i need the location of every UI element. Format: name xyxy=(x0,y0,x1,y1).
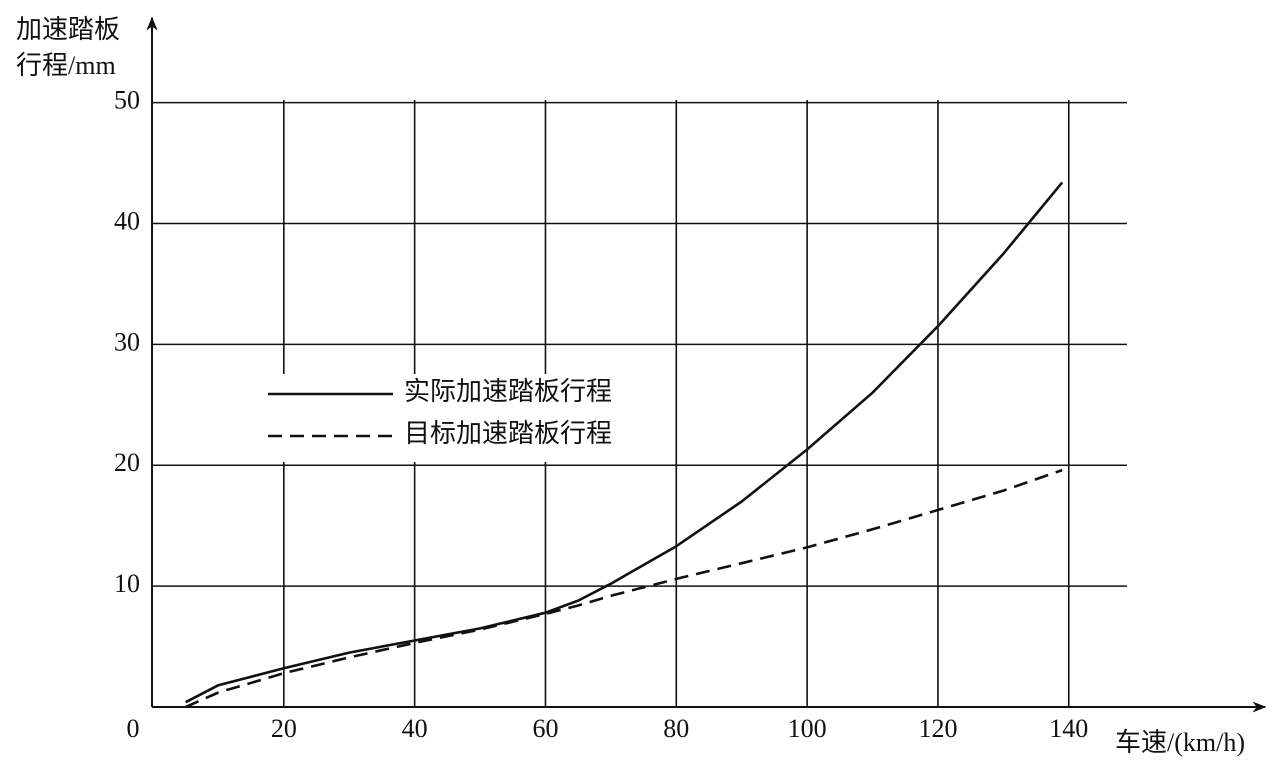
x-axis-label: 车速/(km/h) xyxy=(1115,728,1245,757)
x-tick-label: 140 xyxy=(1049,714,1088,743)
y-tick-label: 20 xyxy=(114,448,140,477)
legend-label: 实际加速踏板行程 xyxy=(404,377,612,406)
x-tick-label: 60 xyxy=(532,714,558,743)
x-tick-label: 100 xyxy=(788,714,827,743)
x-tick-label: 0 xyxy=(127,714,140,743)
plot xyxy=(185,181,1064,709)
series-line xyxy=(185,181,1064,704)
x-tick-label: 40 xyxy=(402,714,428,743)
y-tick-label: 30 xyxy=(114,327,140,356)
y-axis-label: 行程/mm xyxy=(16,51,116,80)
x-tick-label: 120 xyxy=(918,714,957,743)
y-axis-label: 加速踏板 xyxy=(16,15,120,44)
x-tick-label: 20 xyxy=(271,714,297,743)
legend-label: 目标加速踏板行程 xyxy=(404,419,612,448)
y-tick-label: 10 xyxy=(114,569,140,598)
y-tick-label: 40 xyxy=(114,206,140,235)
y-tick-label: 50 xyxy=(114,86,140,115)
legend-background xyxy=(262,374,662,462)
x-tick-label: 80 xyxy=(663,714,689,743)
series-line xyxy=(185,468,1063,709)
